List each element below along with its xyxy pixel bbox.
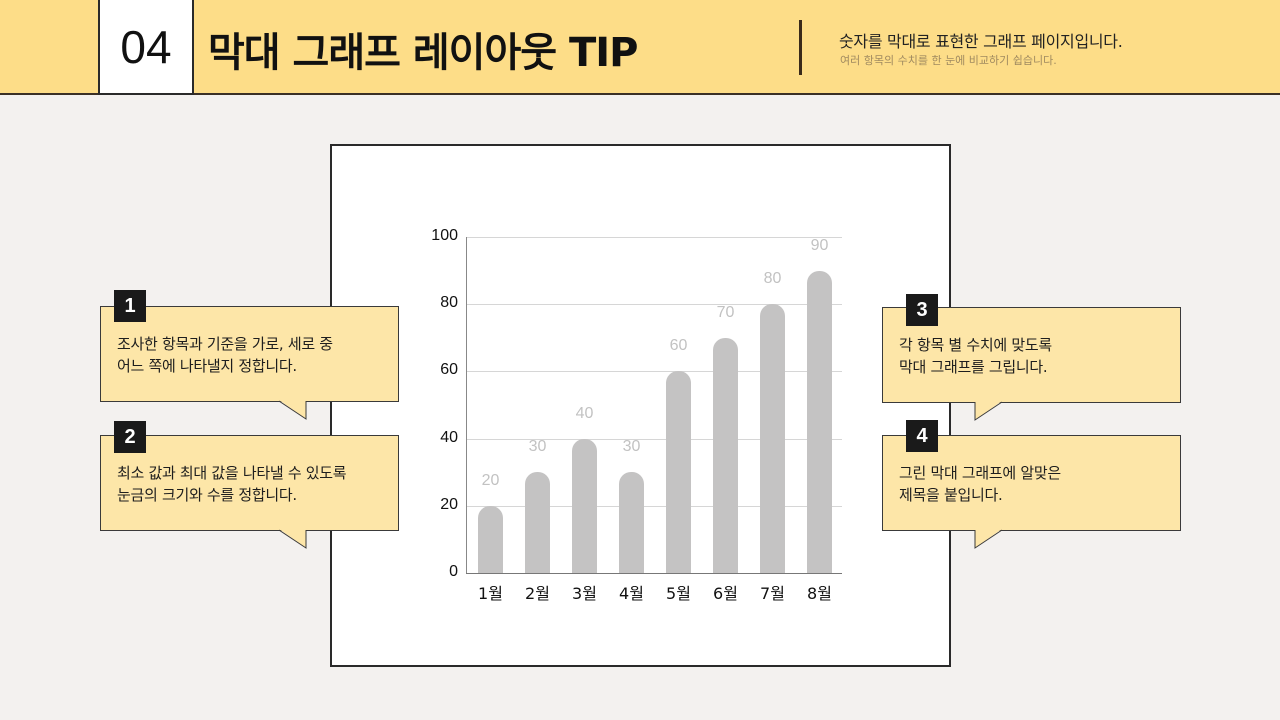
bar-value-label: 60 [669, 337, 688, 354]
x-tick-label: 1월 [478, 584, 503, 603]
bar-value-label: 90 [810, 237, 829, 254]
tip-badge-3: 3 [906, 294, 938, 326]
bar-6월 [713, 338, 738, 573]
bar-value-label: 40 [575, 405, 594, 422]
y-tick-label: 0 [449, 563, 458, 580]
x-tick-label: 2월 [525, 584, 550, 603]
bar-7월 [760, 304, 785, 573]
tip-line: 눈금의 크기와 수를 정합니다. [117, 486, 297, 504]
gridline [466, 304, 842, 305]
bar-value-label: 20 [481, 472, 500, 489]
bar-value-label: 30 [528, 438, 547, 455]
bar-3월 [572, 439, 597, 573]
y-tick-label: 80 [440, 294, 458, 311]
bar-2월 [525, 472, 550, 573]
tip-badge-4: 4 [906, 420, 938, 452]
callout-tail-icon [279, 529, 307, 549]
tip-line: 최소 값과 최대 값을 나타낼 수 있도록 [117, 464, 347, 482]
x-axis [466, 573, 842, 574]
y-tick-label: 40 [440, 429, 458, 446]
x-tick-label: 7월 [760, 584, 785, 603]
x-tick-label: 3월 [572, 584, 597, 603]
gridline [466, 237, 842, 238]
tip-text-2: 최소 값과 최대 값을 나타낼 수 있도록 눈금의 크기와 수를 정합니다. [117, 462, 392, 506]
gridline [466, 371, 842, 372]
bar-5월 [666, 371, 691, 573]
y-axis [466, 237, 467, 573]
bar-8월 [807, 271, 832, 573]
tip-line: 각 항목 별 수치에 맞도록 [899, 336, 1052, 354]
page-title: 막대 그래프 레이아웃 TIP [208, 30, 638, 76]
bar-4월 [619, 472, 644, 573]
tip-callout-1: 조사한 항목과 기준을 가로, 세로 중 어느 쪽에 나타낼지 정합니다. [100, 306, 399, 402]
y-tick-label: 60 [440, 361, 458, 378]
x-tick-label: 4월 [619, 584, 644, 603]
tip-text-3: 각 항목 별 수치에 맞도록 막대 그래프를 그립니다. [899, 334, 1174, 378]
tip-line: 막대 그래프를 그립니다. [899, 358, 1048, 376]
y-tick-label: 20 [440, 496, 458, 513]
x-tick-label: 5월 [666, 584, 691, 603]
bar-value-label: 70 [716, 304, 735, 321]
tip-text-1: 조사한 항목과 기준을 가로, 세로 중 어느 쪽에 나타낼지 정합니다. [117, 333, 392, 377]
gridline [466, 439, 842, 440]
callout-tail-icon [974, 529, 1003, 549]
tip-line: 제목을 붙입니다. [899, 486, 1003, 504]
x-tick-label: 6월 [713, 584, 738, 603]
page-description: 여러 항목의 수치를 한 눈에 비교하기 쉽습니다. [840, 54, 1057, 67]
tip-line: 조사한 항목과 기준을 가로, 세로 중 [117, 335, 333, 353]
tip-badge-1: 1 [114, 290, 146, 322]
callout-tail-icon [974, 401, 1003, 421]
tip-line: 그린 막대 그래프에 알맞은 [899, 464, 1061, 482]
y-tick-label: 100 [431, 227, 458, 244]
section-number: 04 [98, 0, 194, 95]
gridline [466, 506, 842, 507]
chart-frame [330, 144, 951, 667]
tip-line: 어느 쪽에 나타낼지 정합니다. [117, 357, 297, 375]
tip-badge-2: 2 [114, 421, 146, 453]
header-bar: 04 막대 그래프 레이아웃 TIP 숫자를 막대로 표현한 그래프 페이지입니… [0, 0, 1280, 95]
tip-callout-2: 최소 값과 최대 값을 나타낼 수 있도록 눈금의 크기와 수를 정합니다. [100, 435, 399, 531]
bar-value-label: 30 [622, 438, 641, 455]
header-divider [799, 20, 802, 75]
tip-text-4: 그린 막대 그래프에 알맞은 제목을 붙입니다. [899, 462, 1174, 506]
page-subtitle: 숫자를 막대로 표현한 그래프 페이지입니다. [839, 32, 1123, 51]
callout-tail-icon [279, 400, 307, 420]
bar-value-label: 80 [763, 270, 782, 287]
bar-1월 [478, 506, 503, 573]
x-tick-label: 8월 [807, 584, 832, 603]
